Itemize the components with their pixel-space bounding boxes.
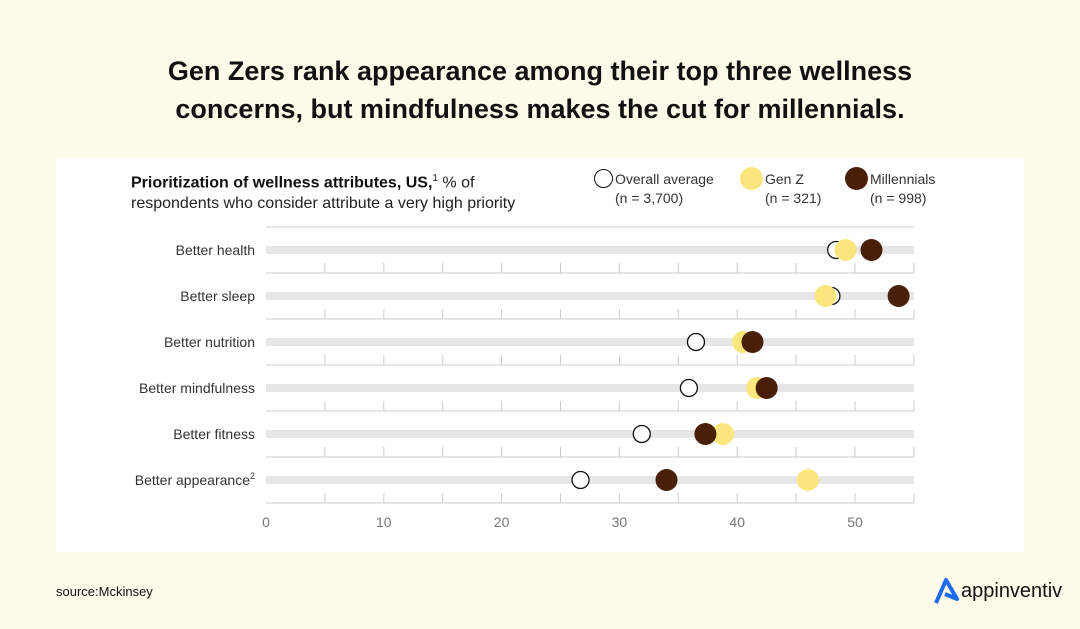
category-label: Better nutrition <box>164 334 255 350</box>
x-tick-label: 30 <box>612 514 628 530</box>
data-point-gen-z <box>814 285 837 307</box>
x-tick-label: 10 <box>376 514 392 530</box>
legend-marker <box>740 167 763 190</box>
track-bar <box>266 246 914 254</box>
data-point-overall-average <box>686 332 706 352</box>
track-bar <box>266 430 914 438</box>
track-bar <box>266 338 914 346</box>
legend-marker <box>594 169 613 188</box>
data-point-gen-z <box>712 423 735 445</box>
legend-label: Millennials (n = 998) <box>870 171 936 206</box>
data-point-millennials <box>887 285 910 307</box>
legend-marker <box>845 167 868 190</box>
track-bar <box>266 292 914 300</box>
data-point-gen-z <box>796 469 819 491</box>
x-tick-label: 20 <box>494 514 510 530</box>
data-point-millennials <box>655 469 678 491</box>
category-label: Better mindfulness <box>139 380 255 396</box>
category-label: Better fitness <box>173 426 255 442</box>
data-point-overall-average <box>571 470 590 490</box>
category-label: Better appearance2 <box>135 471 255 488</box>
logo: appinventiv <box>933 577 1062 605</box>
data-point-millennials <box>860 239 883 261</box>
data-point-overall-average <box>679 378 699 398</box>
data-point-millennials <box>755 377 778 399</box>
track-bar <box>266 476 914 484</box>
data-point-overall-average <box>632 424 651 444</box>
x-tick-label: 50 <box>847 514 863 530</box>
track-bar <box>266 384 914 392</box>
data-point-millennials <box>694 423 717 445</box>
chart-subtitle: Prioritization of wellness attributes, U… <box>131 173 516 213</box>
data-point-millennials <box>741 331 764 353</box>
headline: Gen Zers rank appearance among their top… <box>167 56 913 124</box>
chart-panel <box>56 158 1024 552</box>
category-label: Better sleep <box>180 288 255 304</box>
category-label: Better health <box>176 242 255 258</box>
logo-icon <box>934 578 959 604</box>
legend-label: Overall average (n = 3,700) <box>615 171 714 206</box>
x-tick-label: 40 <box>729 514 745 530</box>
data-point-gen-z <box>834 239 857 261</box>
legend-label: Gen Z (n = 321) <box>765 171 822 206</box>
source: source:Mckinsey <box>56 584 153 599</box>
x-tick-label: 0 <box>262 514 270 530</box>
